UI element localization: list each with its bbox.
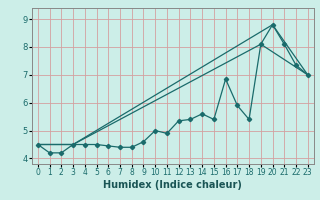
X-axis label: Humidex (Indice chaleur): Humidex (Indice chaleur): [103, 180, 242, 190]
